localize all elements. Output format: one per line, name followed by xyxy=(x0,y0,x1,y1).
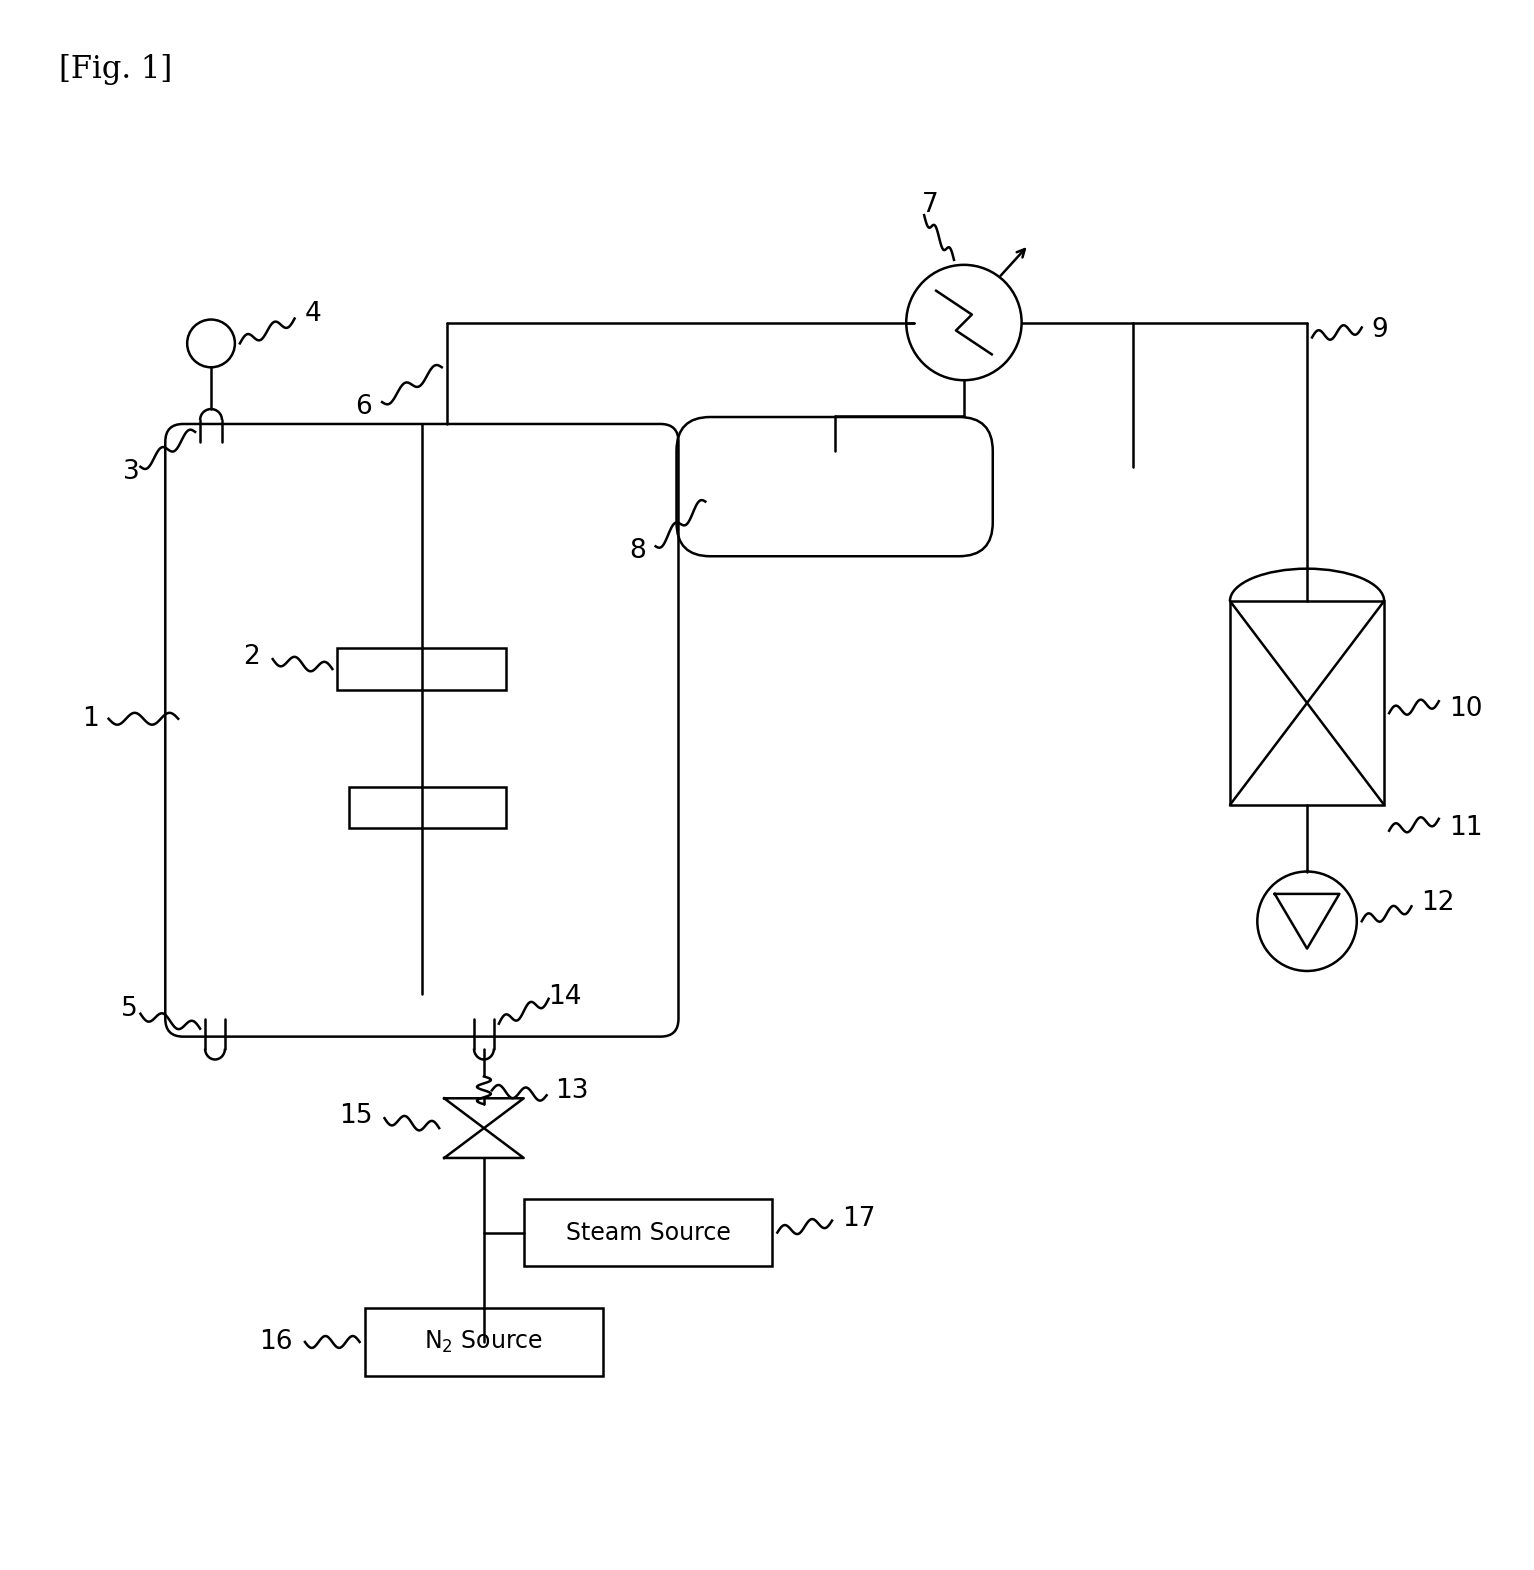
Text: 7: 7 xyxy=(922,192,939,218)
Text: [Fig. 1]: [Fig. 1] xyxy=(58,53,172,85)
Text: 17: 17 xyxy=(842,1206,876,1231)
Text: 10: 10 xyxy=(1448,696,1482,722)
Bar xyxy=(1230,601,1384,805)
Text: 3: 3 xyxy=(123,458,140,485)
Bar xyxy=(337,648,506,689)
Text: 15: 15 xyxy=(339,1104,373,1129)
Text: 4: 4 xyxy=(305,300,321,327)
Bar xyxy=(350,787,506,829)
Text: N$_2$ Source: N$_2$ Source xyxy=(425,1328,543,1355)
Text: 5: 5 xyxy=(121,995,138,1022)
Text: 6: 6 xyxy=(356,394,373,421)
Text: 11: 11 xyxy=(1448,815,1482,840)
Bar xyxy=(365,1308,603,1375)
Text: 14: 14 xyxy=(549,984,581,1010)
Text: 2: 2 xyxy=(242,644,259,670)
Text: 12: 12 xyxy=(1422,890,1454,917)
Text: 8: 8 xyxy=(629,539,646,564)
Text: 13: 13 xyxy=(555,1079,589,1104)
Text: Steam Source: Steam Source xyxy=(566,1220,730,1245)
Text: 16: 16 xyxy=(259,1328,293,1355)
Text: 9: 9 xyxy=(1371,317,1388,344)
Bar xyxy=(523,1199,773,1267)
Text: 1: 1 xyxy=(81,706,98,732)
